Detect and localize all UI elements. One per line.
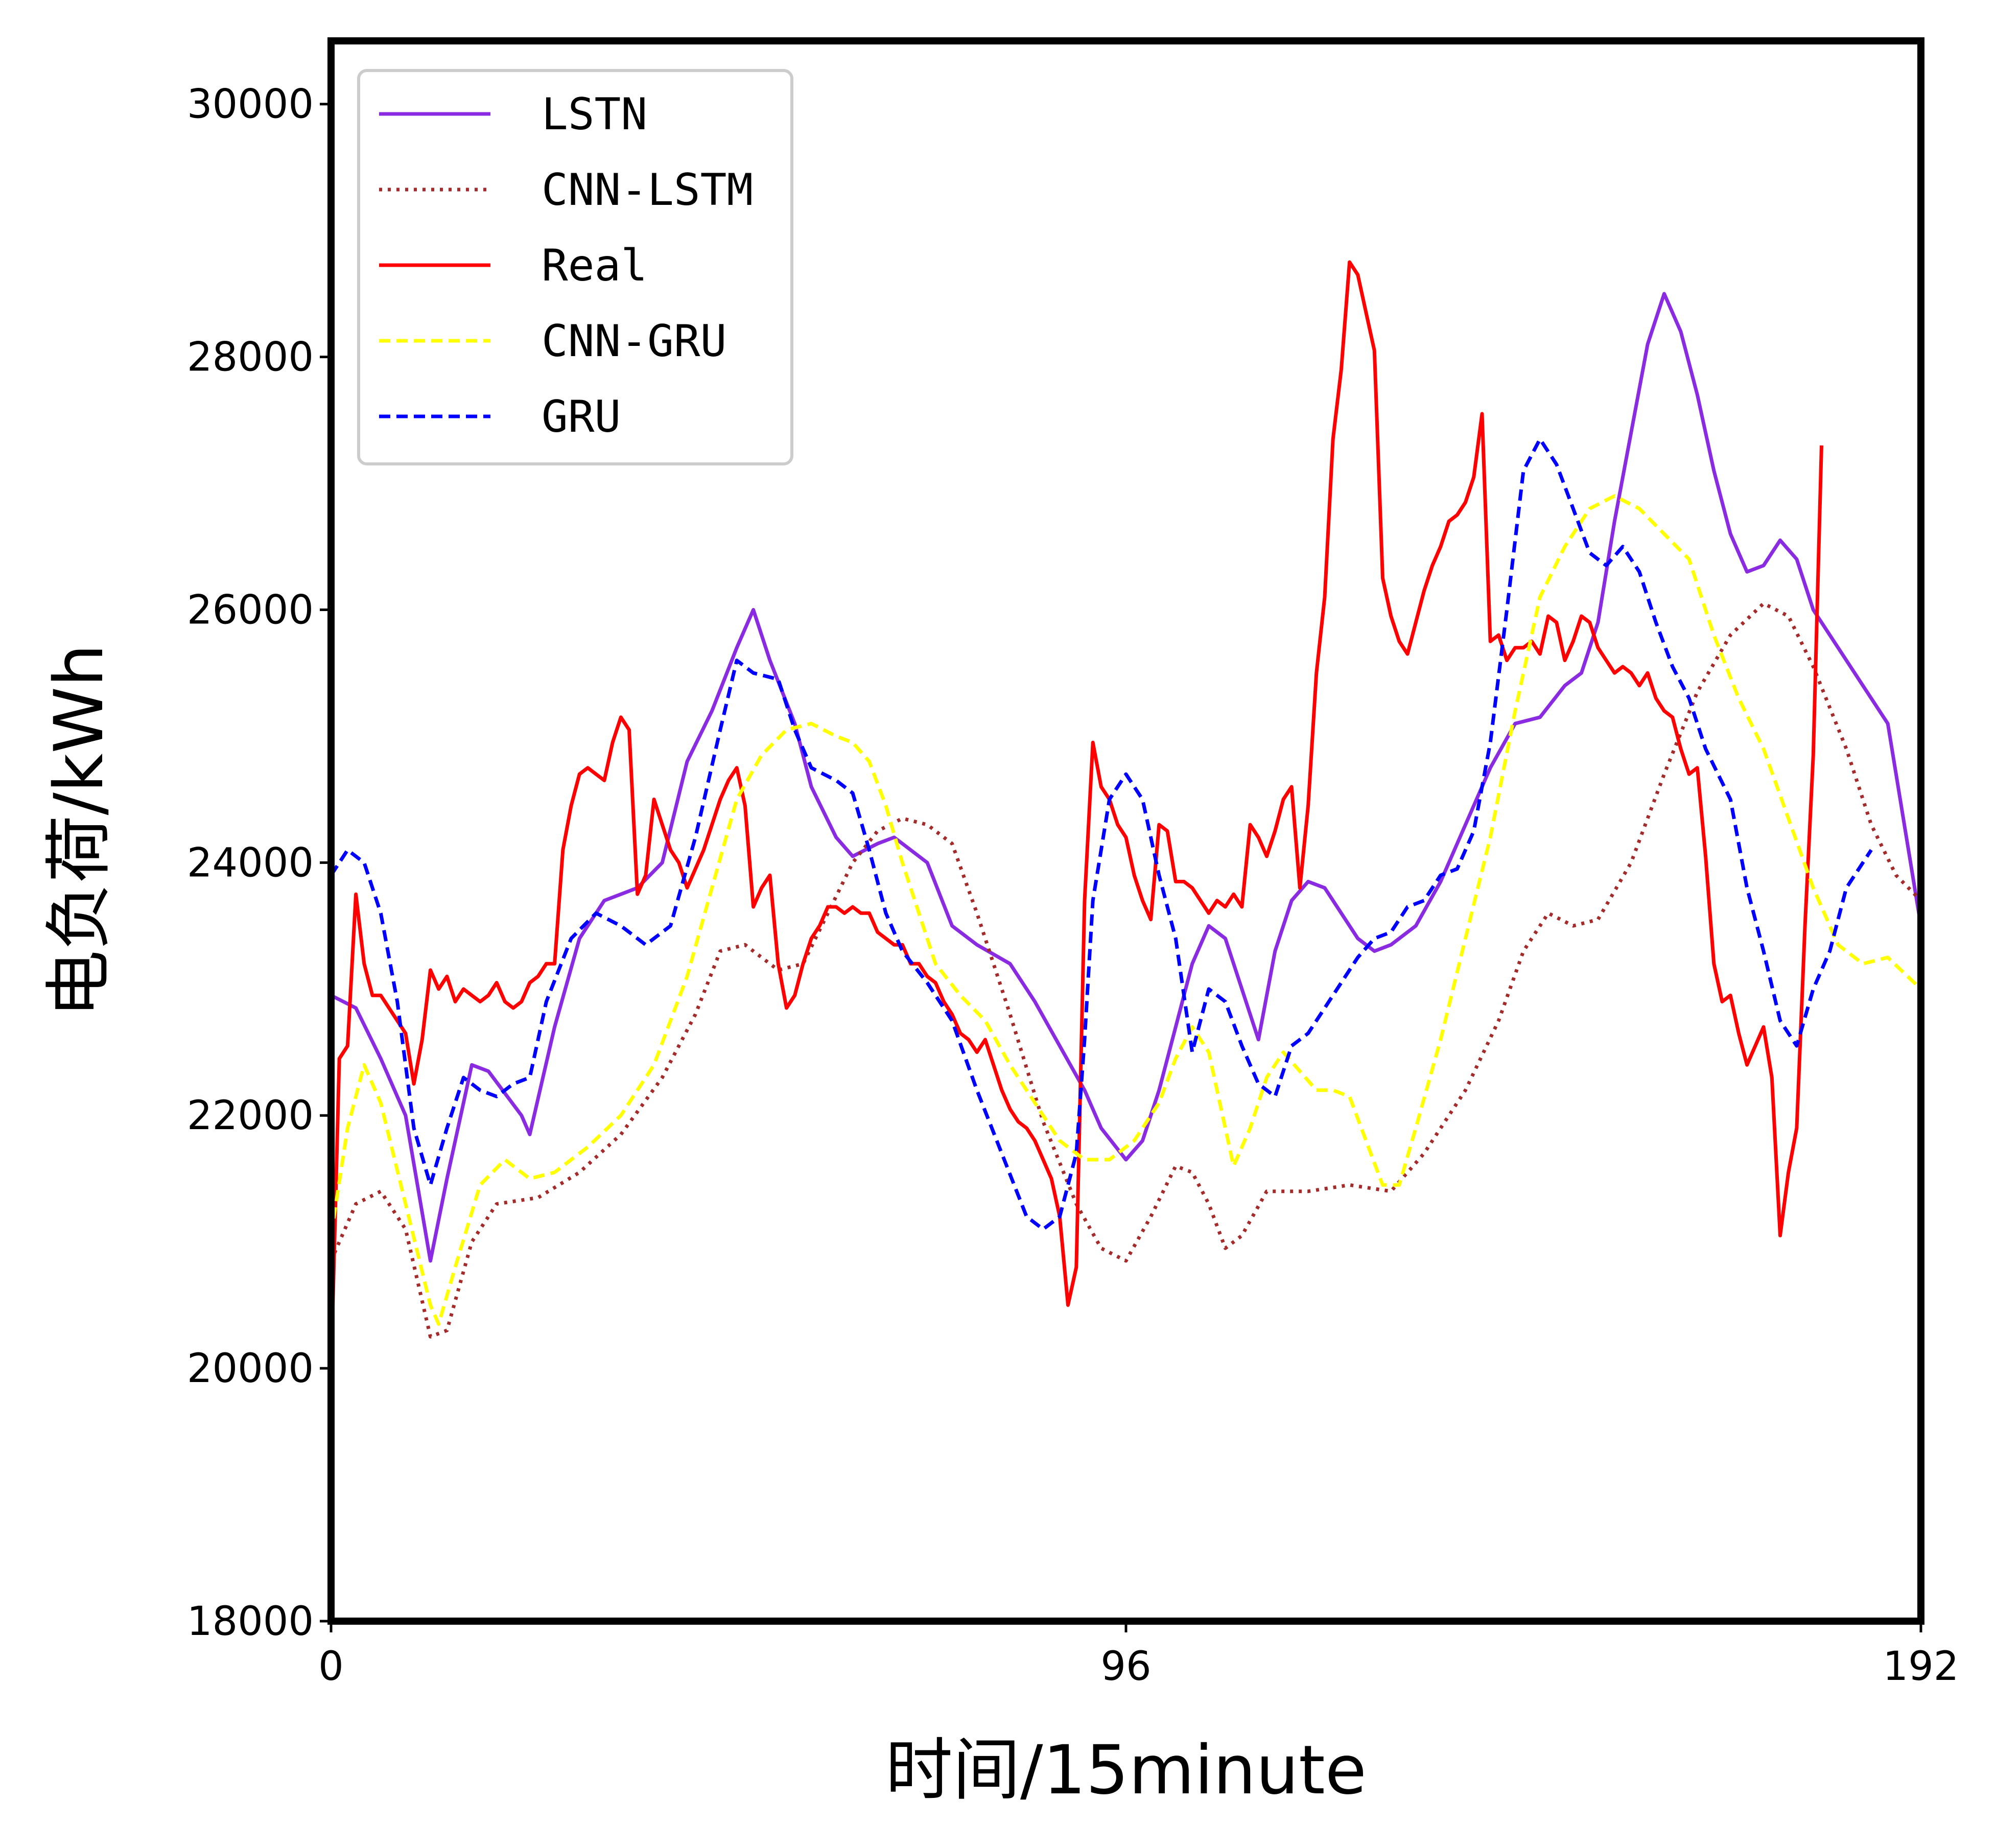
x-axis-title: 时间/15minute	[885, 1731, 1367, 1810]
y-tick-label: 24000	[187, 840, 314, 886]
series-line-lstn	[331, 292, 1921, 1263]
legend-box	[357, 69, 793, 465]
y-tick-label: 18000	[187, 1599, 314, 1645]
x-tick-label: 0	[318, 1644, 344, 1690]
y-tick-label: 26000	[187, 587, 314, 633]
series-line-cnn-lstm	[331, 601, 1921, 1339]
legend-label: GRU	[542, 391, 621, 442]
legend: LSTN CNN-LSTM Real CNN-GRU GRU	[357, 69, 793, 465]
x-tick-label: 96	[1100, 1644, 1151, 1690]
y-tick-label: 28000	[187, 335, 314, 381]
x-axis: 0 96 192	[318, 1621, 1959, 1690]
y-axis-title: 电负荷/kWh	[40, 644, 119, 1017]
y-tick-label: 30000	[187, 82, 314, 128]
legend-label: LSTN	[542, 89, 647, 140]
legend-label: CNN-LSTM	[542, 165, 753, 216]
y-axis: 18000 20000 22000 24000 26000 28000 30000	[187, 82, 331, 1645]
series-line-gru	[331, 437, 1873, 1231]
y-tick-label: 22000	[187, 1093, 314, 1139]
legend-label: Real	[542, 240, 647, 291]
legend-label: CNN-GRU	[542, 316, 726, 367]
series-line-real	[331, 260, 1823, 1375]
x-tick-label: 192	[1883, 1644, 1959, 1690]
series-layer	[331, 260, 1921, 1375]
y-tick-label: 20000	[187, 1346, 314, 1392]
series-line-cnn-gru	[331, 494, 1921, 1326]
